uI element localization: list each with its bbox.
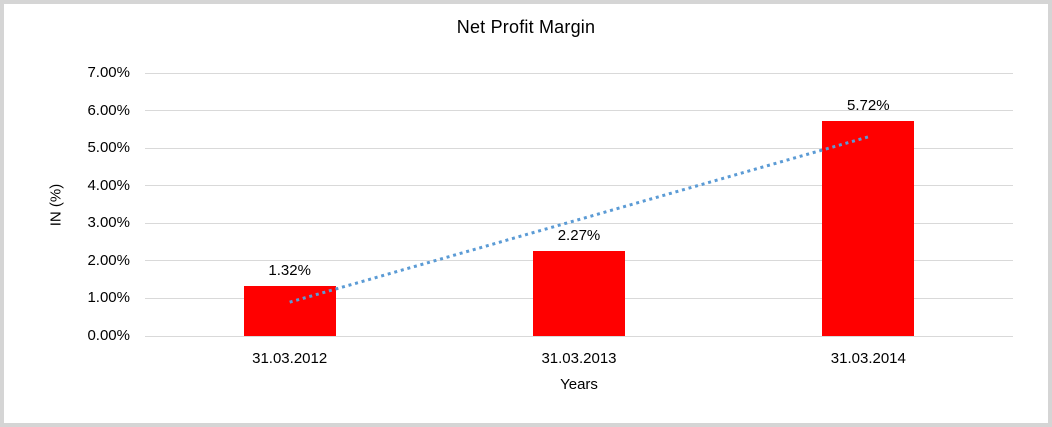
gridline: [145, 222, 1013, 224]
bar-data-label: 1.32%: [268, 262, 311, 280]
y-tick-label: 5.00%: [87, 139, 130, 157]
y-tick-label: 7.00%: [87, 64, 130, 81]
bar-data-label: 2.27%: [557, 226, 601, 244]
y-tick-label: 4.00%: [87, 176, 130, 194]
y-tick-label: 1.00%: [87, 289, 130, 307]
y-tick-label: 3.00%: [87, 214, 130, 232]
trendline: [289, 135, 869, 304]
gridline: [145, 110, 1013, 112]
bar-data-label: 5.72%: [847, 97, 890, 115]
plot-area: 1.32% 2.27% 5.72%: [145, 72, 1013, 337]
bar-31.03.2012: [243, 286, 336, 336]
gridline: [145, 147, 1013, 149]
chart-title: Net Profit Margin: [456, 17, 596, 37]
gridline: [145, 72, 1013, 74]
y-tick-label: 2.00%: [87, 251, 130, 269]
bar-31.03.2014: [822, 121, 915, 336]
y-tick-label: 0.00%: [87, 327, 130, 344]
x-tick-label: 31.03.2014: [830, 350, 906, 367]
x-tick-label: 31.03.2013: [541, 350, 617, 367]
gridline: [145, 185, 1013, 187]
bar-31.03.2013: [533, 250, 625, 336]
gridline: [145, 335, 1013, 337]
y-tick-label: 6.00%: [87, 101, 130, 119]
x-axis-title: Years: [560, 376, 598, 393]
x-tick-label: 31.03.2012: [252, 350, 328, 367]
